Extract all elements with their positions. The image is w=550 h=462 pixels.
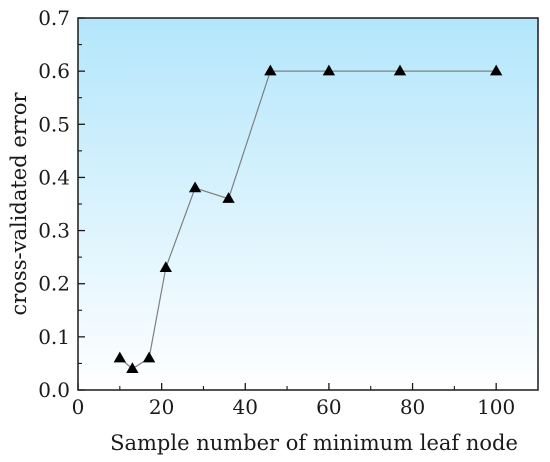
data-point xyxy=(393,64,407,76)
x-axis-title: Sample number of minimum leaf node xyxy=(110,431,518,455)
y-tick-label: 0.1 xyxy=(38,325,70,349)
y-tick-label: 0.4 xyxy=(38,165,70,189)
series-layer xyxy=(113,64,503,373)
y-tick-label: 0.5 xyxy=(38,112,70,136)
x-tick-label: 0 xyxy=(72,395,85,419)
x-tick-label: 60 xyxy=(316,395,341,419)
series-line xyxy=(119,70,497,370)
data-point xyxy=(159,261,172,272)
data-point xyxy=(264,64,277,76)
x-tick-label: 100 xyxy=(477,395,515,419)
plot-area xyxy=(78,18,538,390)
data-point xyxy=(322,64,336,76)
y-tick-label: 0.6 xyxy=(38,59,70,83)
data-point xyxy=(113,351,126,363)
x-tick-label: 80 xyxy=(400,395,425,419)
data-point xyxy=(490,64,503,76)
data-point xyxy=(142,351,156,363)
y-tick-label: 0.3 xyxy=(38,219,70,243)
x-axis: 0 20 40 60 80 100 xyxy=(72,383,515,419)
data-point xyxy=(126,362,139,373)
y-tick-label: 0.2 xyxy=(38,272,70,296)
x-tick-label: 40 xyxy=(233,395,258,419)
x-tick-label: 20 xyxy=(149,395,174,419)
y-axis-title: cross-validated error xyxy=(7,92,31,316)
y-tick-label: 0.0 xyxy=(38,378,70,402)
data-point xyxy=(222,192,235,203)
y-tick-label: 0.7 xyxy=(38,6,70,30)
y-axis: 0.0 0.1 0.2 0.3 0.4 0.5 0.6 0.7 xyxy=(38,6,85,402)
data-point xyxy=(188,181,202,193)
